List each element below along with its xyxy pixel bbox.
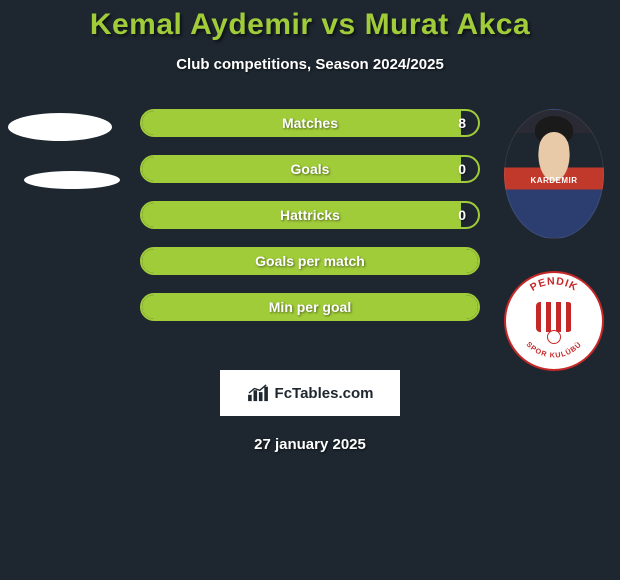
stat-bar-value: 0 [458,207,466,223]
right-column: KARDEMIR PENDIK SPOR KULÜBÜ [504,109,604,371]
stat-bar: Matches 8 [140,109,480,137]
comparison-content: Matches 8 Goals 0 Hattricks 0 Goals per match M… [0,109,620,369]
stat-bar-label: Goals [291,161,330,177]
stat-bar: Min per goal [140,293,480,321]
club-badge: PENDIK SPOR KULÜBÜ [504,271,604,371]
stat-bar-label: Hattricks [280,207,340,223]
stat-bar: Hattricks 0 [140,201,480,229]
site-logo: FcTables.com [220,370,400,416]
left-placeholder-shapes [8,109,120,189]
club-badge-inner [527,294,581,348]
footer-date: 27 january 2025 [0,436,620,453]
club-badge-ball-icon [547,330,561,344]
bar-chart-icon [247,384,269,402]
placeholder-ellipse-1 [8,113,112,141]
stat-bar-value: 0 [458,161,466,177]
player-photo: KARDEMIR [504,109,604,239]
player-face [539,132,569,168]
stat-bar: Goals 0 [140,155,480,183]
footer: FcTables.com 27 january 2025 [0,370,620,453]
site-logo-text: FcTables.com [275,385,374,402]
stat-bar: Goals per match [140,247,480,275]
club-badge-top-text: PENDIK [528,275,580,294]
page-title: Kemal Aydemir vs Murat Akca [0,8,620,42]
club-badge-stripes [536,302,572,332]
stat-bar-value: 8 [458,115,466,131]
page-subtitle: Club competitions, Season 2024/2025 [0,56,620,73]
placeholder-ellipse-2 [24,171,120,189]
jersey-text: KARDEMIR [505,176,603,185]
stat-bar-label: Min per goal [269,299,351,315]
stat-bar-label: Goals per match [255,253,365,269]
stat-bars-container: Matches 8 Goals 0 Hattricks 0 Goals per match M… [140,109,480,339]
stat-bar-label: Matches [282,115,338,131]
